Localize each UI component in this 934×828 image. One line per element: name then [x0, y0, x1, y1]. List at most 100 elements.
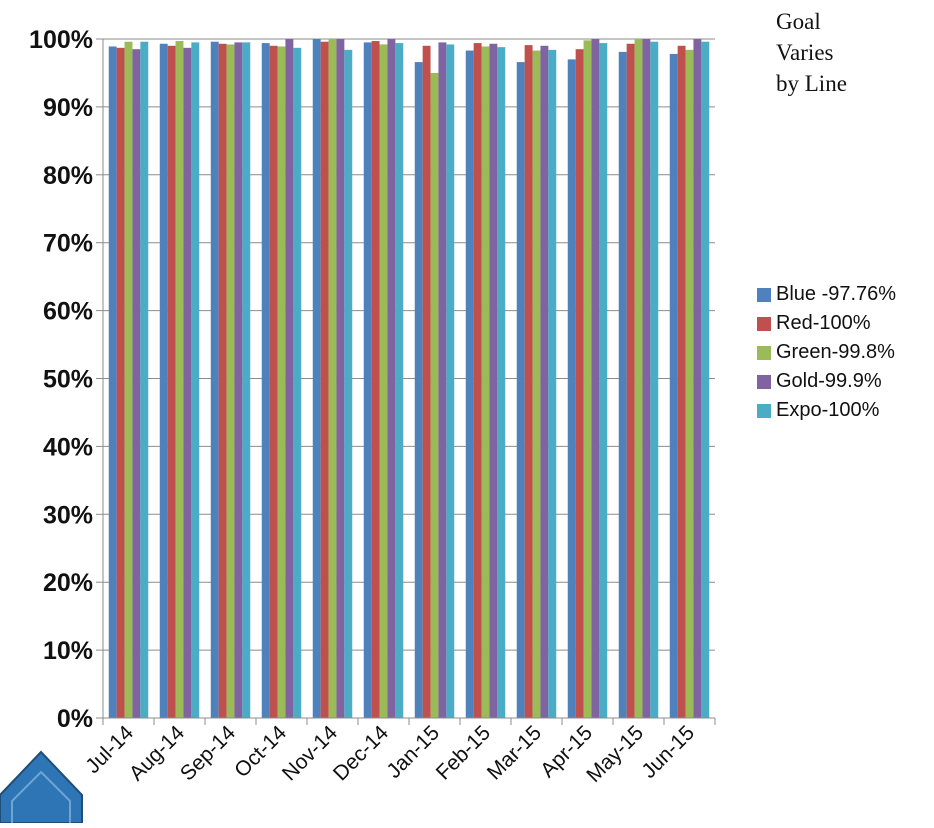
y-tick-label: 70% [43, 230, 93, 258]
goal-note-line-2: Varies [776, 40, 834, 65]
bar [328, 39, 337, 718]
bar [532, 50, 541, 719]
legend-swatch [757, 403, 771, 418]
bar [548, 49, 557, 718]
y-tick-label: 20% [43, 569, 93, 597]
bar [226, 44, 235, 718]
bar [540, 45, 549, 719]
bar [693, 39, 702, 718]
y-tick-labels: 0% 10% 20% 30% 40% 50% 60% 70% 80% 90% 100% [29, 26, 93, 733]
bar [677, 45, 686, 719]
legend-swatch [757, 374, 771, 389]
bar [497, 47, 506, 718]
bar [285, 39, 294, 718]
bar [336, 39, 345, 718]
legend-label: Blue -97.76% [776, 283, 897, 305]
x-tick-label: Sep-14 [176, 721, 240, 785]
bar [312, 39, 321, 718]
y-tick-label: 100% [29, 26, 93, 54]
goal-note-line-3: by Line [776, 71, 847, 96]
bar [183, 47, 192, 718]
bar [379, 44, 388, 718]
y-tick-label: 90% [43, 94, 93, 122]
legend-item-gold: Gold-99.9% [757, 367, 896, 396]
x-tick-label: May-15 [582, 721, 648, 787]
bar [575, 49, 584, 719]
legend-label: Red-100% [776, 312, 871, 334]
bar [524, 45, 533, 718]
bar [277, 46, 286, 719]
bar [481, 46, 490, 719]
bar [489, 43, 498, 719]
legend-swatch [757, 345, 771, 360]
legend-swatch [757, 316, 771, 331]
bar [218, 43, 227, 719]
bar [591, 39, 600, 718]
bar [108, 46, 117, 719]
y-tick-label: 10% [43, 637, 93, 665]
legend: Blue -97.76% Red-100% Green-99.8% Gold-9… [757, 280, 896, 425]
x-tick-labels: Jul-14Aug-14Sep-14Oct-14Nov-14Dec-14Jan-… [81, 721, 699, 787]
bar [642, 39, 651, 718]
legend-label: Expo-100% [776, 399, 880, 421]
bar [124, 41, 133, 718]
bar [414, 62, 423, 718]
x-tick-label: Feb-15 [432, 721, 495, 784]
x-tick-label: Dec-14 [329, 721, 393, 785]
bar [159, 43, 168, 719]
bar [669, 53, 678, 719]
x-tick-label: Jan-15 [382, 721, 444, 783]
y-tick-label: 30% [43, 501, 93, 529]
bar [583, 40, 592, 718]
y-tick-label: 80% [43, 162, 93, 190]
bar [242, 42, 251, 718]
bar [261, 43, 270, 719]
bar [634, 39, 643, 718]
x-tick-label: Nov-14 [278, 721, 342, 785]
bar [446, 44, 455, 718]
x-tick-label: Aug-14 [125, 721, 189, 785]
bar [618, 51, 627, 718]
bar [438, 42, 447, 718]
bar [567, 59, 576, 719]
bar [210, 41, 219, 718]
y-tick-label: 50% [43, 366, 93, 394]
legend-item-red: Red-100% [757, 309, 896, 338]
bar [116, 47, 125, 718]
bar [371, 41, 380, 719]
bar [132, 49, 141, 719]
x-tick-label: Mar-15 [483, 721, 546, 784]
legend-item-blue: Blue -97.76% [757, 280, 896, 309]
bar [234, 42, 243, 718]
y-tick-label: 0% [57, 705, 93, 733]
bar [465, 50, 474, 719]
axes [96, 38, 716, 725]
bar [430, 72, 439, 718]
x-tick-label: Jun-15 [637, 721, 699, 783]
bar [685, 49, 694, 718]
bar [320, 41, 329, 718]
bar [701, 41, 710, 718]
bars [108, 39, 710, 719]
bar [387, 39, 396, 718]
bar [626, 43, 635, 719]
goal-note-line-1: Goal [776, 9, 821, 34]
bar [140, 41, 149, 718]
goal-note: Goal Varies by Line [776, 6, 847, 99]
y-tick-label: 60% [43, 298, 93, 326]
bar [650, 41, 659, 718]
bar [395, 43, 404, 719]
legend-swatch [757, 287, 771, 302]
legend-label: Green-99.8% [776, 341, 895, 363]
bar [516, 62, 525, 718]
legend-item-green: Green-99.8% [757, 338, 896, 367]
corner-shape-highlight [11, 770, 71, 823]
y-tick-label: 40% [43, 433, 93, 461]
legend-item-expo: Expo-100% [757, 396, 896, 425]
gridlines [103, 38, 715, 651]
bar [599, 43, 608, 719]
bar [344, 49, 353, 718]
corner-decoration [0, 750, 83, 824]
